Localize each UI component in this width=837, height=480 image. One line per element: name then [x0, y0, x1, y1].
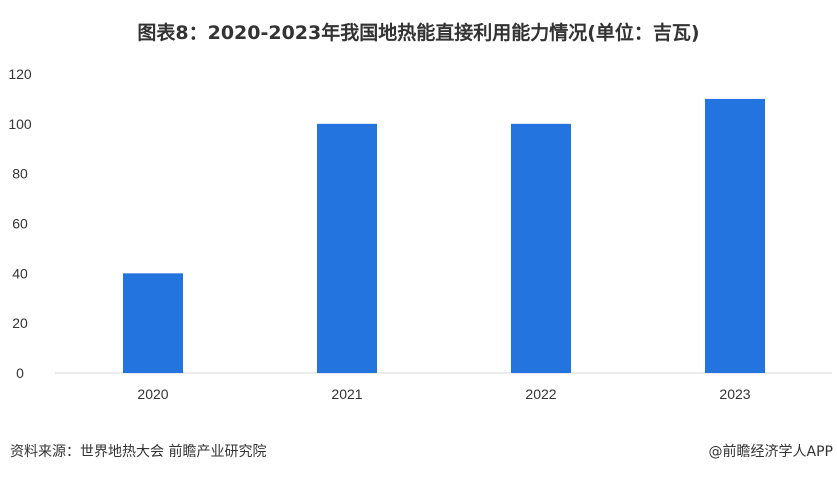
y-tick-label: 0	[16, 365, 24, 381]
y-tick-label: 60	[12, 216, 28, 232]
brand-credit: @前瞻经济学人APP	[708, 444, 833, 460]
y-tick-label: 100	[8, 116, 32, 132]
x-tick-label: 2023	[719, 386, 750, 402]
bar-2022	[511, 123, 571, 373]
y-tick-label: 120	[8, 66, 32, 82]
x-tick-label: 2021	[331, 386, 362, 402]
chart-title: 图表8：2020-2023年我国地热能直接利用能力情况(单位：吉瓦)	[137, 22, 700, 44]
y-tick-label: 40	[12, 265, 28, 281]
bar-2023	[705, 98, 765, 374]
x-tick-label: 2020	[137, 386, 168, 402]
y-tick-label: 80	[12, 166, 28, 182]
x-tick-label: 2022	[525, 386, 556, 402]
bar-2021	[317, 123, 377, 373]
bar-2020	[123, 273, 183, 373]
bar-chart: 0 20 40 60 80 100 120 2020 2021 2022 2023	[8, 66, 832, 402]
source-note: 资料来源：世界地热大会 前瞻产业研究院	[10, 444, 267, 460]
y-tick-label: 20	[12, 315, 28, 331]
